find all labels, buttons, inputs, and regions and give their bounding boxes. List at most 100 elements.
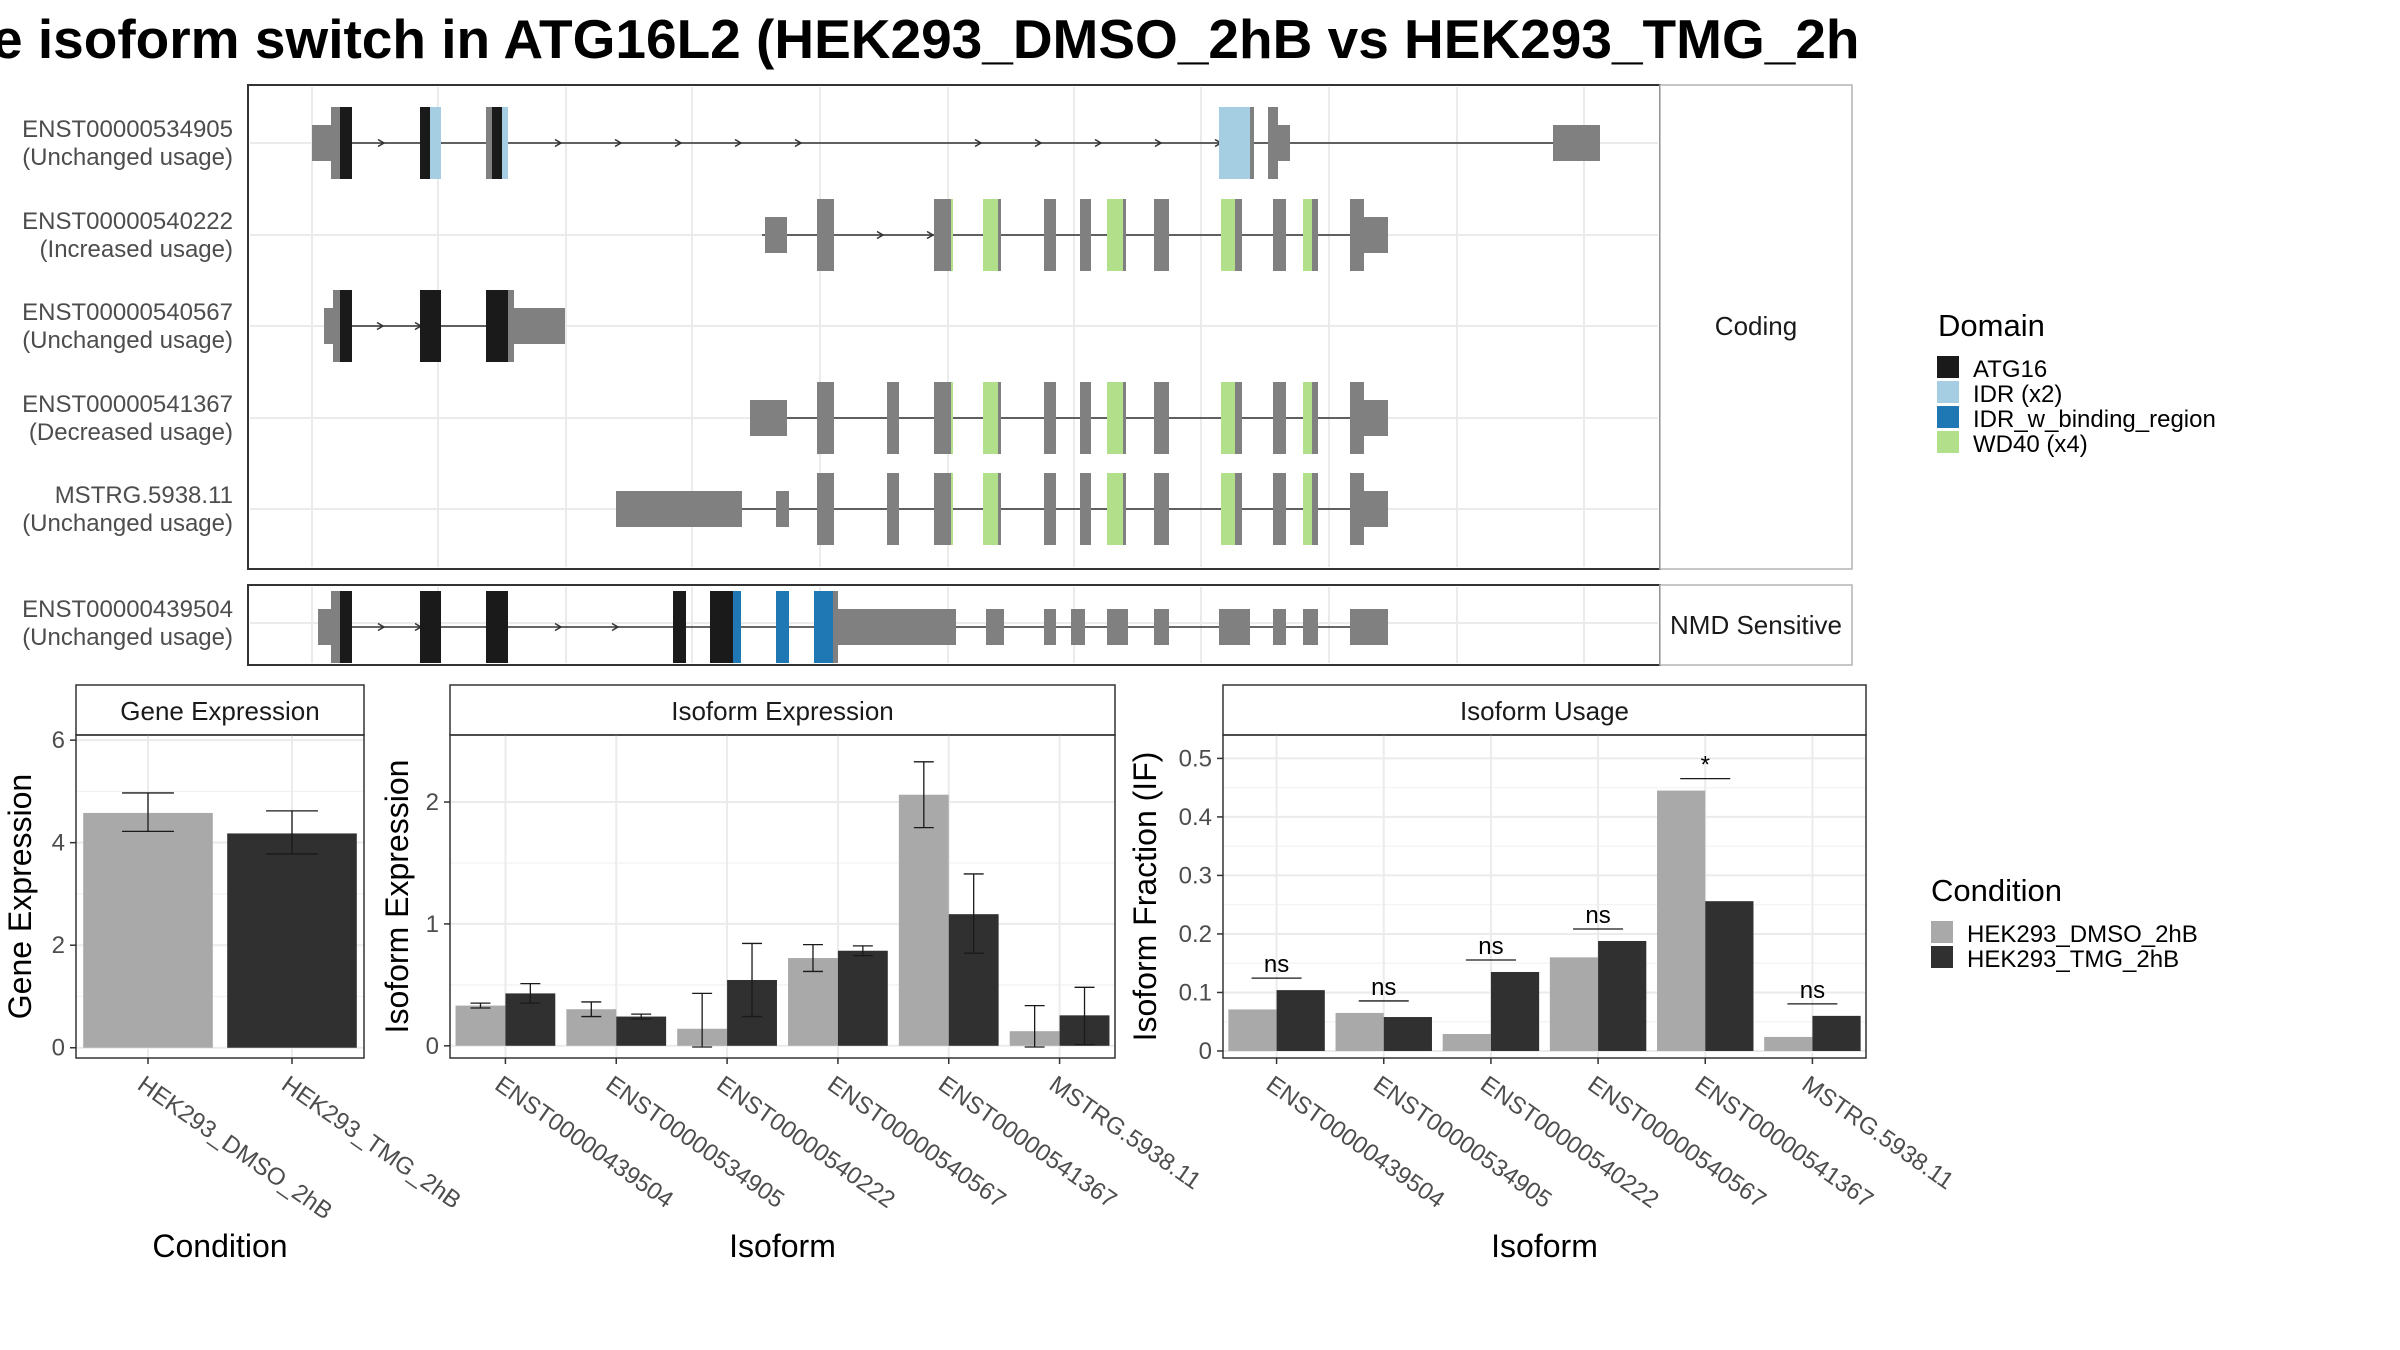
exon-block (998, 473, 1001, 545)
exon-block (765, 217, 787, 253)
figure-title: e isoform switch in ATG16L2 (HEK293_DMSO… (0, 8, 1860, 70)
bar (1598, 940, 1647, 1051)
exon-block (983, 199, 998, 271)
coding-strip-label: Coding (1715, 311, 1797, 341)
y-tick-label: 6 (52, 727, 65, 754)
bar (1383, 1017, 1432, 1051)
y-tick-label: 0.3 (1179, 862, 1212, 889)
exon-block (710, 591, 733, 663)
direction-arrow (794, 138, 803, 148)
exon-block (817, 473, 834, 545)
condition-legend: Condition HEK293_DMSO_2hB HEK293_TMG_2hB (1931, 873, 2198, 973)
chart-title: Isoform Expression (671, 696, 894, 726)
isoform-usage-label: (Unchanged usage) (22, 510, 233, 537)
exon-block (430, 107, 441, 179)
direction-arrow (554, 138, 563, 148)
exon-block (1303, 382, 1312, 454)
x-tick-label: ENST00000541367 (933, 1071, 1121, 1214)
significance-label: ns (1371, 974, 1396, 1001)
legend-swatch-tmg (1931, 946, 1953, 968)
bar (1490, 971, 1540, 1051)
legend-label: WD40 (x4) (1973, 431, 2088, 458)
exon-block (1123, 382, 1126, 454)
exon-block (1044, 609, 1056, 645)
exon-block (340, 107, 352, 179)
exon-block (1364, 217, 1388, 253)
isoform-id-label: ENST00000540567 (22, 299, 233, 326)
bar (1549, 957, 1599, 1051)
nmd-strip (1659, 584, 1853, 666)
exon-block (1221, 382, 1235, 454)
exon-block (420, 107, 430, 179)
bar (1335, 1012, 1384, 1051)
significance-label: ns (1585, 902, 1610, 929)
bar (1764, 1036, 1813, 1051)
exon-block (1044, 473, 1056, 545)
exon-block (776, 491, 789, 527)
bar (1442, 1034, 1491, 1051)
bar (788, 958, 838, 1046)
y-tick-label: 4 (52, 830, 65, 857)
exon-block (1268, 107, 1278, 179)
x-axis-title: Isoform (729, 1228, 836, 1264)
exon-block (486, 290, 508, 362)
exon-block (492, 107, 502, 179)
exon-block (1350, 609, 1388, 645)
exon-block (1250, 107, 1254, 179)
significance-label: ns (1800, 977, 1825, 1004)
exon-block (733, 591, 741, 663)
exon-block (333, 290, 340, 362)
y-tick-label: 2 (52, 932, 65, 959)
exon-block (514, 308, 565, 344)
significance-label: ns (1478, 933, 1503, 960)
exon-block (1273, 473, 1286, 545)
y-axis-title: Isoform Fraction (IF) (1127, 752, 1163, 1042)
isoform-id-label: ENST00000534905 (22, 116, 233, 143)
x-tick-label: ENST00000541367 (1690, 1071, 1878, 1214)
exon-block (1044, 199, 1056, 271)
direction-arrow (926, 230, 935, 240)
legend-label: ATG16 (1973, 356, 2047, 383)
plot-border (1222, 734, 1867, 1059)
exon-block (1303, 199, 1312, 271)
bar (1228, 1009, 1277, 1051)
legend-label: HEK293_TMG_2hB (1967, 946, 2179, 973)
exon-block (998, 199, 1001, 271)
y-tick-label: 0.4 (1179, 804, 1212, 831)
plot-border (449, 734, 1116, 1059)
y-axis-title: Isoform Expression (379, 760, 415, 1034)
exon-block (1235, 199, 1242, 271)
legend-label: IDR_w_binding_region (1973, 406, 2216, 433)
exon-block (998, 382, 1001, 454)
x-tick-label: ENST00000540222 (1475, 1071, 1663, 1214)
exon-block (340, 290, 352, 362)
exon-block (318, 609, 333, 645)
exon-block (1273, 199, 1286, 271)
exon-block (1312, 199, 1318, 271)
bar (1657, 790, 1706, 1051)
exon-block (1071, 609, 1085, 645)
isoform-usage-label: (Unchanged usage) (22, 624, 233, 651)
isoform-structure-panel: Coding NMD Sensitive ENST00000534905 (Un… (22, 84, 1853, 666)
exon-block (312, 125, 332, 161)
exon-block (502, 107, 508, 179)
significance-label: ns (1264, 951, 1289, 978)
x-tick-label: ENST00000534905 (1368, 1071, 1556, 1214)
isoform-track (312, 107, 1600, 179)
direction-arrow (377, 138, 386, 148)
direction-arrow (1094, 138, 1103, 148)
direction-arrow (876, 230, 885, 240)
exon-block (934, 199, 951, 271)
significance-label: * (1701, 752, 1710, 779)
direction-arrow (1154, 138, 1163, 148)
exon-block (983, 382, 998, 454)
legend-swatch-dmso (1931, 921, 1953, 943)
bar (1812, 1015, 1861, 1051)
direction-arrow (377, 622, 386, 632)
isoform-track (318, 591, 1388, 663)
exon-block (616, 491, 742, 527)
exon-block (814, 591, 833, 663)
legend-swatch-idr-binding (1937, 406, 1959, 428)
nmd-strip-label: NMD Sensitive (1670, 610, 1842, 640)
